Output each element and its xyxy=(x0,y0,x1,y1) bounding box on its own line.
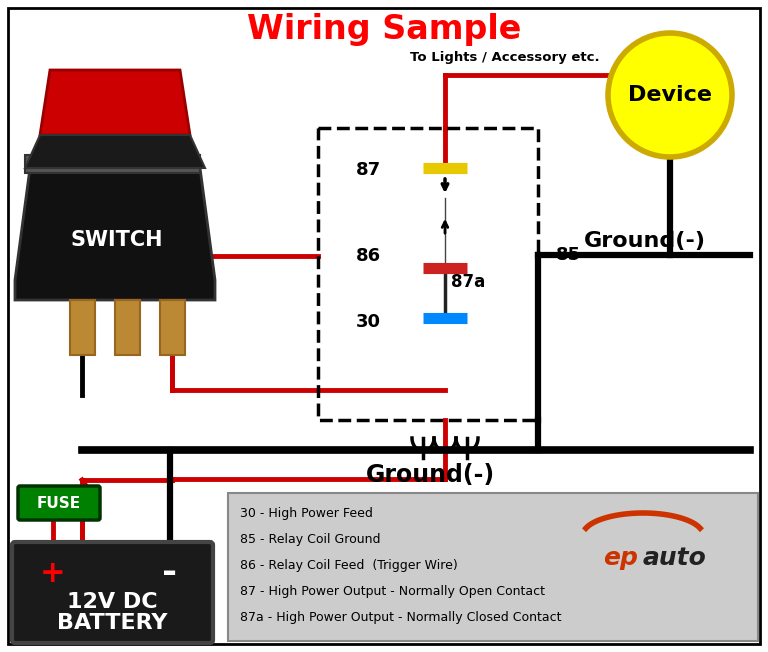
Text: 85: 85 xyxy=(556,246,581,264)
Text: 87 - High Power Output - Normally Open Contact: 87 - High Power Output - Normally Open C… xyxy=(240,584,545,597)
Text: Wiring Sample: Wiring Sample xyxy=(247,14,521,46)
FancyBboxPatch shape xyxy=(18,486,100,520)
Text: -: - xyxy=(163,556,177,590)
Text: 12V DC: 12V DC xyxy=(67,592,157,612)
Bar xyxy=(115,300,140,355)
Text: 86: 86 xyxy=(356,247,381,265)
FancyBboxPatch shape xyxy=(12,542,213,643)
Text: +: + xyxy=(40,559,66,587)
Text: auto: auto xyxy=(643,546,707,570)
Text: 87: 87 xyxy=(356,161,381,179)
Text: ep: ep xyxy=(603,546,638,570)
Text: BATTERY: BATTERY xyxy=(57,613,167,633)
Text: To Lights / Accessory etc.: To Lights / Accessory etc. xyxy=(410,52,600,65)
Text: Ground(-): Ground(-) xyxy=(584,231,706,251)
Text: 86 - Relay Coil Feed  (Trigger Wire): 86 - Relay Coil Feed (Trigger Wire) xyxy=(240,559,458,572)
Text: SWITCH: SWITCH xyxy=(71,230,164,250)
Text: 30: 30 xyxy=(356,313,380,331)
Bar xyxy=(318,128,538,420)
Polygon shape xyxy=(15,168,215,300)
Text: Ground(-): Ground(-) xyxy=(366,463,495,487)
Bar xyxy=(160,300,185,355)
Polygon shape xyxy=(25,135,205,168)
Text: FUSE: FUSE xyxy=(37,496,81,511)
Text: 87a: 87a xyxy=(451,273,485,291)
Bar xyxy=(228,493,758,641)
Bar xyxy=(25,155,200,173)
Text: 85 - Relay Coil Ground: 85 - Relay Coil Ground xyxy=(240,533,380,546)
Text: 30 - High Power Feed: 30 - High Power Feed xyxy=(240,507,373,520)
Polygon shape xyxy=(40,70,190,135)
Circle shape xyxy=(608,33,732,157)
Bar xyxy=(70,300,95,355)
Text: 87a - High Power Output - Normally Closed Contact: 87a - High Power Output - Normally Close… xyxy=(240,610,561,623)
Text: Device: Device xyxy=(628,85,712,105)
